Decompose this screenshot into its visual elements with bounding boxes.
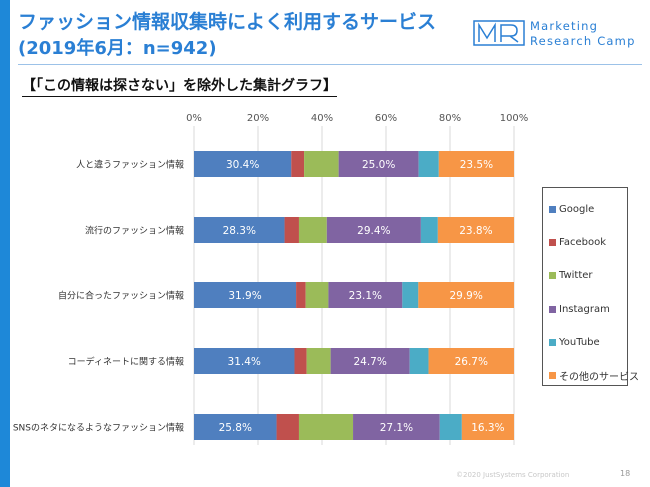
legend-item: Instagram bbox=[549, 302, 610, 316]
bar-segment bbox=[276, 414, 299, 440]
x-tick-label: 40% bbox=[311, 113, 333, 124]
bar-segment bbox=[294, 348, 307, 374]
data-label: 29.9% bbox=[449, 290, 482, 302]
x-tick-label: 0% bbox=[186, 113, 202, 124]
legend-label: Facebook bbox=[559, 236, 606, 248]
bar-segment bbox=[338, 151, 419, 177]
logo-line-1: Marketing bbox=[530, 19, 599, 33]
data-label: 30.4% bbox=[226, 159, 259, 171]
x-tick-label: 80% bbox=[439, 113, 461, 124]
bar-segment bbox=[291, 151, 305, 177]
header-divider bbox=[18, 64, 642, 65]
data-label: 26.7% bbox=[455, 356, 488, 368]
bar-segment bbox=[306, 348, 331, 374]
legend-swatch bbox=[549, 338, 556, 346]
page-subtitle-survey-info: (2019年6月：n=942) bbox=[18, 38, 217, 59]
data-label: 31.9% bbox=[228, 290, 261, 302]
x-tick-label: 100% bbox=[500, 113, 529, 124]
x-tick-label: 60% bbox=[375, 113, 397, 124]
bar-segment bbox=[194, 217, 285, 243]
legend-item: YouTube bbox=[549, 335, 600, 349]
bar-segment bbox=[418, 282, 514, 308]
legend-swatch bbox=[549, 238, 556, 246]
legend-label: Instagram bbox=[559, 303, 610, 315]
page-title: ファッション情報収集時によく利用するサービス bbox=[18, 11, 437, 33]
legend-swatch bbox=[549, 271, 556, 279]
bar-segment bbox=[305, 282, 329, 308]
data-label: 27.1% bbox=[380, 422, 413, 434]
bar-segment bbox=[298, 217, 327, 243]
data-label: 29.4% bbox=[357, 225, 390, 237]
legend-swatch bbox=[549, 305, 556, 313]
bar-segment bbox=[194, 282, 297, 308]
bar-segment bbox=[328, 282, 403, 308]
data-label: 16.3% bbox=[471, 422, 504, 434]
bar-segment bbox=[420, 217, 438, 243]
data-label: 28.3% bbox=[223, 225, 256, 237]
category-label: SNSのネタになるようなファッション情報 bbox=[13, 422, 184, 434]
data-label: 25.8% bbox=[219, 422, 252, 434]
category-label: 人と違うファッション情報 bbox=[76, 159, 184, 171]
category-label: コーディネートに関する情報 bbox=[68, 356, 184, 368]
bar-segment bbox=[353, 414, 440, 440]
bar-segment bbox=[437, 217, 514, 243]
bar-segment bbox=[461, 414, 514, 440]
bar-segment bbox=[284, 217, 299, 243]
bar-segment bbox=[418, 151, 439, 177]
bar-segment bbox=[439, 414, 462, 440]
x-axis-tick-labels: 0% 20% 40% 60% 80% 100% bbox=[186, 113, 528, 124]
bar-segment bbox=[330, 348, 410, 374]
legend-item: Google bbox=[549, 202, 594, 216]
category-label: 流行のファッション情報 bbox=[85, 225, 184, 237]
logo-text: Marketing Research Camp bbox=[530, 19, 636, 49]
data-label: 25.0% bbox=[362, 159, 395, 171]
legend-label: Twitter bbox=[559, 269, 593, 281]
bar-segment bbox=[438, 151, 514, 177]
bar-segment bbox=[409, 348, 429, 374]
category-labels: 人と違うファッション情報流行のファッション情報自分に合ったファッション情報コーデ… bbox=[13, 159, 184, 434]
bar-segment bbox=[326, 217, 421, 243]
legend-label: その他のサービス bbox=[559, 371, 639, 383]
data-label: 23.8% bbox=[459, 225, 492, 237]
bar-segment bbox=[194, 414, 277, 440]
chart-bars bbox=[194, 151, 514, 440]
bar-segment bbox=[304, 151, 339, 177]
legend-item: Facebook bbox=[549, 235, 606, 249]
legend-item: その他のサービス bbox=[549, 368, 639, 383]
chart-subtitle: 【「この情報は探さない」を除外した集計グラフ】 bbox=[22, 75, 337, 97]
bar-segment bbox=[428, 348, 514, 374]
legend-swatch bbox=[549, 371, 556, 379]
footer-copyright: ©2020 JustSystems Corporation bbox=[456, 471, 570, 479]
x-tick-label: 20% bbox=[247, 113, 269, 124]
chart-legend: Google Facebook Twitter Instagram YouTube その他… bbox=[542, 187, 639, 386]
bar-segment bbox=[402, 282, 419, 308]
data-label: 23.5% bbox=[460, 159, 493, 171]
category-label: 自分に合ったファッション情報 bbox=[58, 290, 184, 302]
bar-segment bbox=[298, 414, 354, 440]
legend-item: Twitter bbox=[549, 268, 593, 282]
bar-segment bbox=[194, 348, 295, 374]
bar-segment bbox=[194, 151, 292, 177]
data-label: 31.4% bbox=[228, 356, 261, 368]
bar-segment bbox=[296, 282, 306, 308]
legend-swatch bbox=[549, 205, 556, 213]
data-label: 23.1% bbox=[349, 290, 382, 302]
legend-label: YouTube bbox=[559, 336, 600, 348]
data-labels: 30.4% 25.0% 23.5% 28.3% 29.4% 23.8% 31.9% 23.1%… bbox=[219, 159, 505, 434]
logo-mark-icon bbox=[473, 20, 525, 46]
legend-label: Google bbox=[559, 203, 595, 215]
data-label: 24.7% bbox=[353, 356, 386, 368]
footer-page-number: 18 bbox=[620, 469, 631, 478]
accent-side-bar bbox=[0, 0, 10, 487]
logo-line-2: Research Camp bbox=[530, 34, 636, 48]
